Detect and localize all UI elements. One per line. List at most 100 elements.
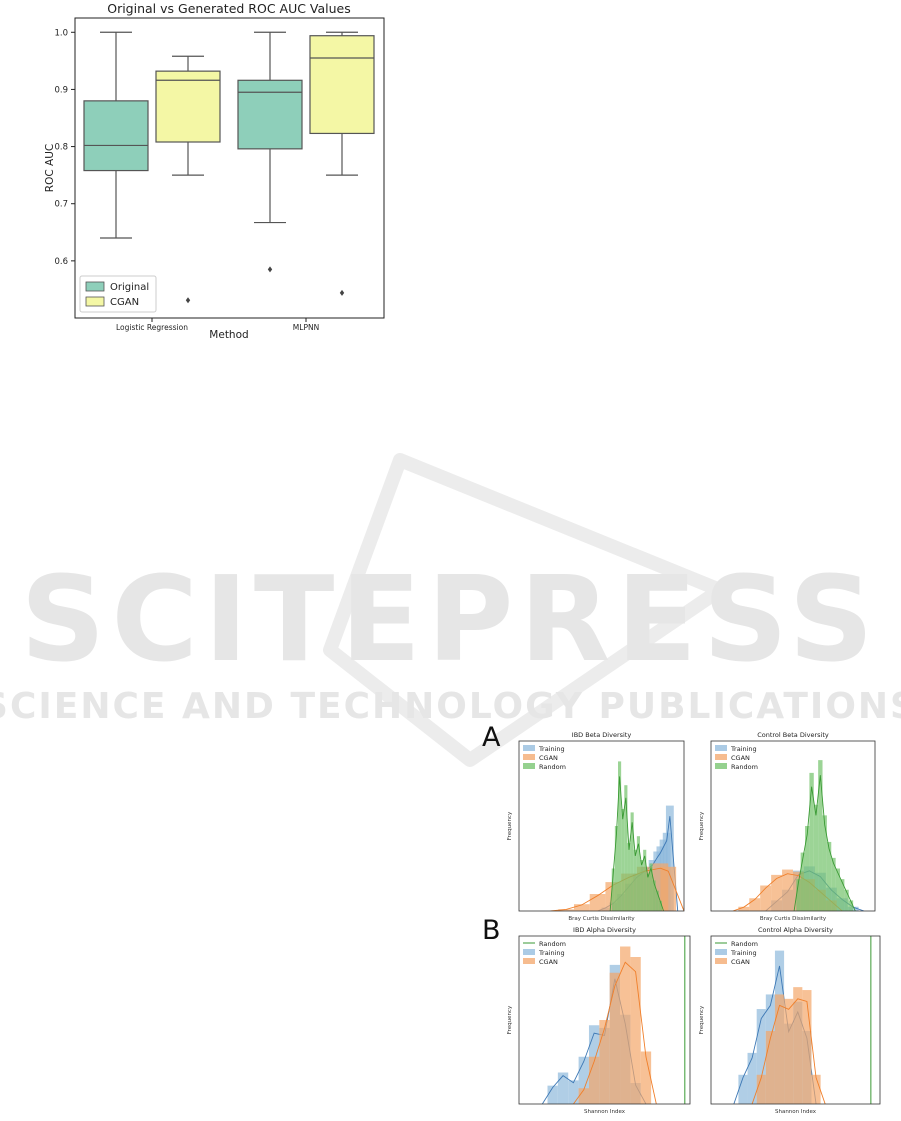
legend-swatch: [715, 949, 727, 955]
hist-bar: [756, 1074, 766, 1104]
hist-bar: [611, 868, 615, 911]
hist-bar: [618, 761, 622, 911]
hist-bar: [568, 1080, 579, 1104]
legend-label: Random: [731, 940, 758, 948]
panel-xlabel: Shannon Index: [775, 1109, 817, 1115]
legend-swatch: [715, 958, 727, 964]
legend-label: CGAN: [110, 297, 139, 308]
hist-bar: [609, 972, 621, 1104]
box: [155, 70, 221, 143]
panel-title: IBD Beta Diversity: [572, 731, 632, 739]
hist-bar: [800, 852, 806, 911]
hist-bar: [640, 860, 644, 911]
hist-bar: [840, 879, 845, 911]
hist-bar: [558, 909, 574, 911]
x-tick-label: Logistic Regression: [116, 323, 188, 332]
roc-auc-boxplot: Original vs Generated ROC AUC Values Met…: [0, 0, 400, 350]
legend-swatch: [523, 949, 535, 955]
hist-bar: [633, 849, 637, 911]
hist-bar: [784, 998, 794, 1104]
hist-bar: [818, 760, 823, 911]
hist-bar: [822, 815, 827, 911]
diversity-histograms: IBD Beta Diversity Bray Curtis Dissimilar…: [507, 731, 881, 1115]
chart-title: Original vs Generated ROC AUC Values: [107, 1, 351, 16]
hist-bar: [756, 1009, 766, 1104]
histogram-panel: Control Alpha Diversity Shannon Index Freq…: [699, 926, 881, 1115]
legend-label: Random: [539, 940, 566, 948]
kde-line: [751, 998, 826, 1104]
panel-ylabel: Frequency: [507, 1005, 513, 1034]
legend-label: Random: [539, 763, 566, 771]
legend-label: Training: [538, 745, 565, 753]
panel-xlabel: Bray Curtis Dissimilarity: [760, 916, 827, 922]
hist-bar: [774, 994, 785, 1104]
y-tick-label: 0.7: [54, 200, 68, 210]
legend-swatch: [523, 763, 535, 769]
legend-swatch: [523, 958, 535, 964]
panel-frame: [710, 740, 876, 912]
y-tick-label: 0.6: [54, 257, 68, 267]
outlier-point: [339, 289, 345, 296]
hist-bar: [630, 957, 641, 1104]
histogram-panel: IBD Beta Diversity Bray Curtis Dissimilar…: [507, 731, 685, 922]
y-tick-label: 1.0: [54, 28, 68, 38]
box: [83, 100, 149, 172]
hist-bar: [636, 836, 640, 911]
panel-xlabel: Shannon Index: [584, 1109, 626, 1115]
hist-bar: [771, 874, 783, 911]
hist-bar: [627, 843, 631, 911]
panel-ylabel: Frequency: [699, 811, 705, 840]
hist-bar: [738, 1074, 748, 1104]
hist-bar: [809, 772, 814, 911]
hist-bar: [747, 1052, 757, 1104]
legend-label: CGAN: [539, 754, 558, 762]
hist-bar: [831, 857, 836, 911]
hist-bar: [643, 849, 647, 911]
hist-bar: [811, 1074, 821, 1104]
hist-bar: [782, 869, 793, 911]
hist-bar: [649, 863, 653, 911]
hist-bar: [599, 1020, 610, 1104]
kde-line: [573, 961, 657, 1104]
kde-line: [609, 776, 664, 911]
hist-bar: [765, 1030, 775, 1104]
hist-bar: [805, 826, 810, 911]
panel-label-a: A: [482, 722, 501, 753]
hist-bar: [614, 826, 618, 911]
panel-ylabel: Frequency: [699, 1005, 705, 1034]
hist-bar: [738, 906, 750, 911]
legend-label: Training: [730, 949, 757, 957]
legend-swatch: [715, 763, 727, 769]
legend-label: CGAN: [539, 958, 558, 966]
hist-bar: [620, 946, 631, 1104]
legend-label: Training: [730, 745, 757, 753]
histogram-panel: Control Beta Diversity Bray Curtis Dissim…: [699, 731, 876, 922]
hist-bar: [835, 868, 841, 911]
outlier-point: [267, 266, 273, 273]
plot-area: [733, 936, 872, 1104]
legend-swatch: [715, 745, 727, 751]
panel-label-b: B: [482, 915, 501, 946]
legend-swatch: [85, 281, 105, 292]
histogram-panel: IBD Alpha Diversity Shannon Index Frequenc…: [507, 926, 691, 1115]
legend-label: Original: [110, 282, 149, 293]
hist-bar: [578, 1056, 589, 1104]
panel-title: Control Alpha Diversity: [758, 926, 833, 934]
panel-frame: [518, 935, 691, 1105]
y-tick-label: 0.9: [54, 85, 68, 95]
hist-bar: [848, 900, 854, 911]
hist-bar: [793, 987, 803, 1104]
panel-xlabel: Bray Curtis Dissimilarity: [568, 916, 635, 922]
box: [309, 35, 375, 135]
panel-frame: [710, 935, 881, 1105]
watermark-art: SCITEPRESS SCIENCE AND TECHNOLOGY PUBLIC…: [0, 453, 901, 767]
hist-bar: [646, 873, 650, 911]
legend-swatch: [523, 745, 535, 751]
legend-swatch: [523, 754, 535, 760]
hist-bar: [652, 880, 656, 911]
watermark-main-text: SCITEPRESS: [20, 550, 879, 688]
legend-swatch: [85, 296, 105, 307]
